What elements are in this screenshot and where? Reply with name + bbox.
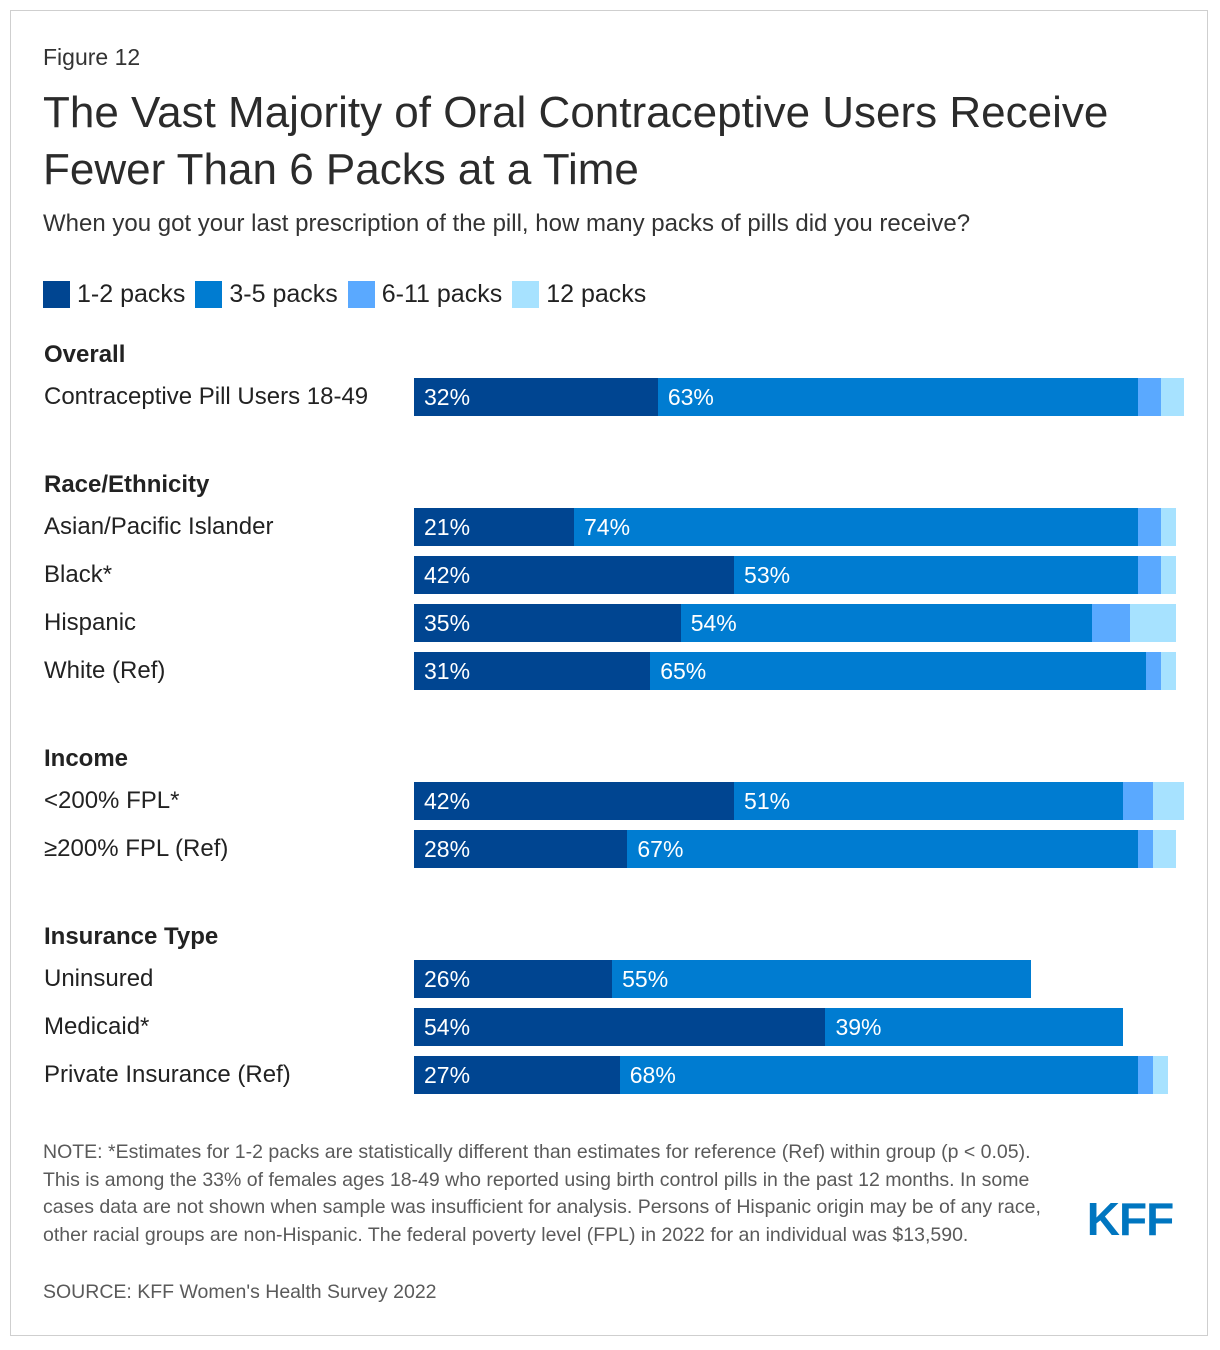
bar-segment (574, 508, 1138, 546)
bar-segment (825, 1008, 1123, 1046)
bar-segment (680, 604, 1093, 642)
row-label: Uninsured (44, 965, 154, 992)
row-label: Private Insurance (Ref) (44, 1061, 291, 1088)
group-title: Insurance Type (44, 923, 219, 950)
bar-segment (414, 1008, 826, 1046)
data-label: 67% (637, 836, 684, 862)
data-label: 42% (424, 562, 471, 588)
data-label: 21% (424, 514, 471, 540)
bar-segment (734, 556, 1138, 594)
data-label: 51% (744, 788, 791, 814)
group-title: Income (44, 745, 129, 772)
bar-segment (1137, 830, 1154, 868)
data-label: 32% (424, 384, 471, 410)
bar-segment (414, 378, 658, 416)
data-label: 28% (424, 836, 471, 862)
row-label: <200% FPL* (44, 787, 180, 814)
legend-swatch (43, 280, 70, 308)
bar-segment (1160, 556, 1176, 594)
kff-logo-text: KFF (1087, 1193, 1173, 1241)
data-label: 74% (584, 514, 631, 540)
bar-segment (1153, 1056, 1169, 1094)
row-label: Contraceptive Pill Users 18-49 (44, 383, 369, 410)
bar-segment (414, 960, 613, 998)
kff-logo: KFF (1087, 1193, 1174, 1241)
bar-segment (414, 782, 735, 820)
data-label: 42% (424, 788, 471, 814)
data-label: 68% (629, 1062, 676, 1088)
bar-segment (1153, 830, 1176, 868)
bar-segment (1145, 652, 1161, 690)
bar-segment (414, 1056, 620, 1094)
row-label: Asian/Pacific Islander (44, 513, 274, 540)
row-label: White (Ref) (44, 657, 166, 684)
bar-segment (414, 830, 628, 868)
row-label: Hispanic (44, 609, 137, 636)
bar-segment (627, 830, 1138, 868)
legend-item-3-5-packs: 3-5 packs (195, 279, 338, 309)
bar-segment (1137, 508, 1161, 546)
legend-item-6-11-packs: 6-11 packs (347, 279, 503, 309)
data-label: 54% (690, 610, 737, 636)
bar-segment (1153, 782, 1184, 820)
data-label: 63% (667, 384, 714, 410)
data-label: 54% (424, 1014, 471, 1040)
bar-segment (1122, 782, 1154, 820)
legend-swatch (512, 280, 540, 308)
bar-segment (414, 652, 651, 690)
chart-note: NOTE: *Estimates for 1-2 packs are stati… (43, 1141, 1041, 1246)
legend-label: 3-5 packs (229, 279, 338, 308)
figure-label: Figure 12 (43, 44, 141, 70)
group-title: Race/Ethnicity (44, 471, 210, 498)
row-label: Black* (44, 561, 113, 588)
bar-segment (657, 378, 1138, 416)
data-label: 53% (744, 562, 791, 588)
bar-segment (619, 1056, 1138, 1094)
legend-label: 1-2 packs (77, 279, 186, 308)
bar-segment (1160, 652, 1176, 690)
bar-segment (1092, 604, 1131, 642)
bar-segment (414, 508, 575, 546)
data-label: 55% (622, 966, 669, 992)
bar-segment (1160, 378, 1184, 416)
chart-subtitle: When you got your last prescription of t… (43, 210, 971, 237)
legend: 1-2 packs 3-5 packs 6-11 packs 12 packs (43, 278, 656, 310)
row-label: Medicaid* (44, 1013, 150, 1040)
row-label: ≥200% FPL (Ref) (44, 835, 229, 862)
bar-segment (1137, 1056, 1154, 1094)
bar-segment (612, 960, 1032, 998)
data-label: 31% (424, 658, 471, 684)
legend-item-12-packs: 12 packs (512, 280, 646, 309)
bar-segment (1137, 378, 1161, 416)
bar-segment (1137, 556, 1161, 594)
chart-title: The Vast Majority of Oral Contraceptive … (43, 88, 1109, 194)
bar-segment (414, 556, 735, 594)
data-label: 35% (424, 610, 471, 636)
legend-label: 6-11 packs (381, 279, 503, 308)
bar-segment (734, 782, 1123, 820)
legend-swatch (195, 280, 223, 308)
data-label: 26% (424, 966, 471, 992)
bar-segment (1160, 508, 1176, 546)
data-label: 39% (835, 1014, 882, 1040)
chart-source: SOURCE: KFF Women's Health Survey 2022 (43, 1281, 437, 1303)
data-label: 65% (660, 658, 707, 684)
bar-segment (1130, 604, 1176, 642)
legend-label: 12 packs (546, 279, 647, 308)
bar-segment (414, 604, 681, 642)
legend-swatch (347, 280, 375, 308)
legend-item-1-2-packs: 1-2 packs (43, 280, 185, 309)
data-label: 27% (424, 1062, 471, 1088)
bar-segment (650, 652, 1146, 690)
group-title: Overall (44, 341, 126, 368)
figure-frame (10, 10, 1208, 1336)
